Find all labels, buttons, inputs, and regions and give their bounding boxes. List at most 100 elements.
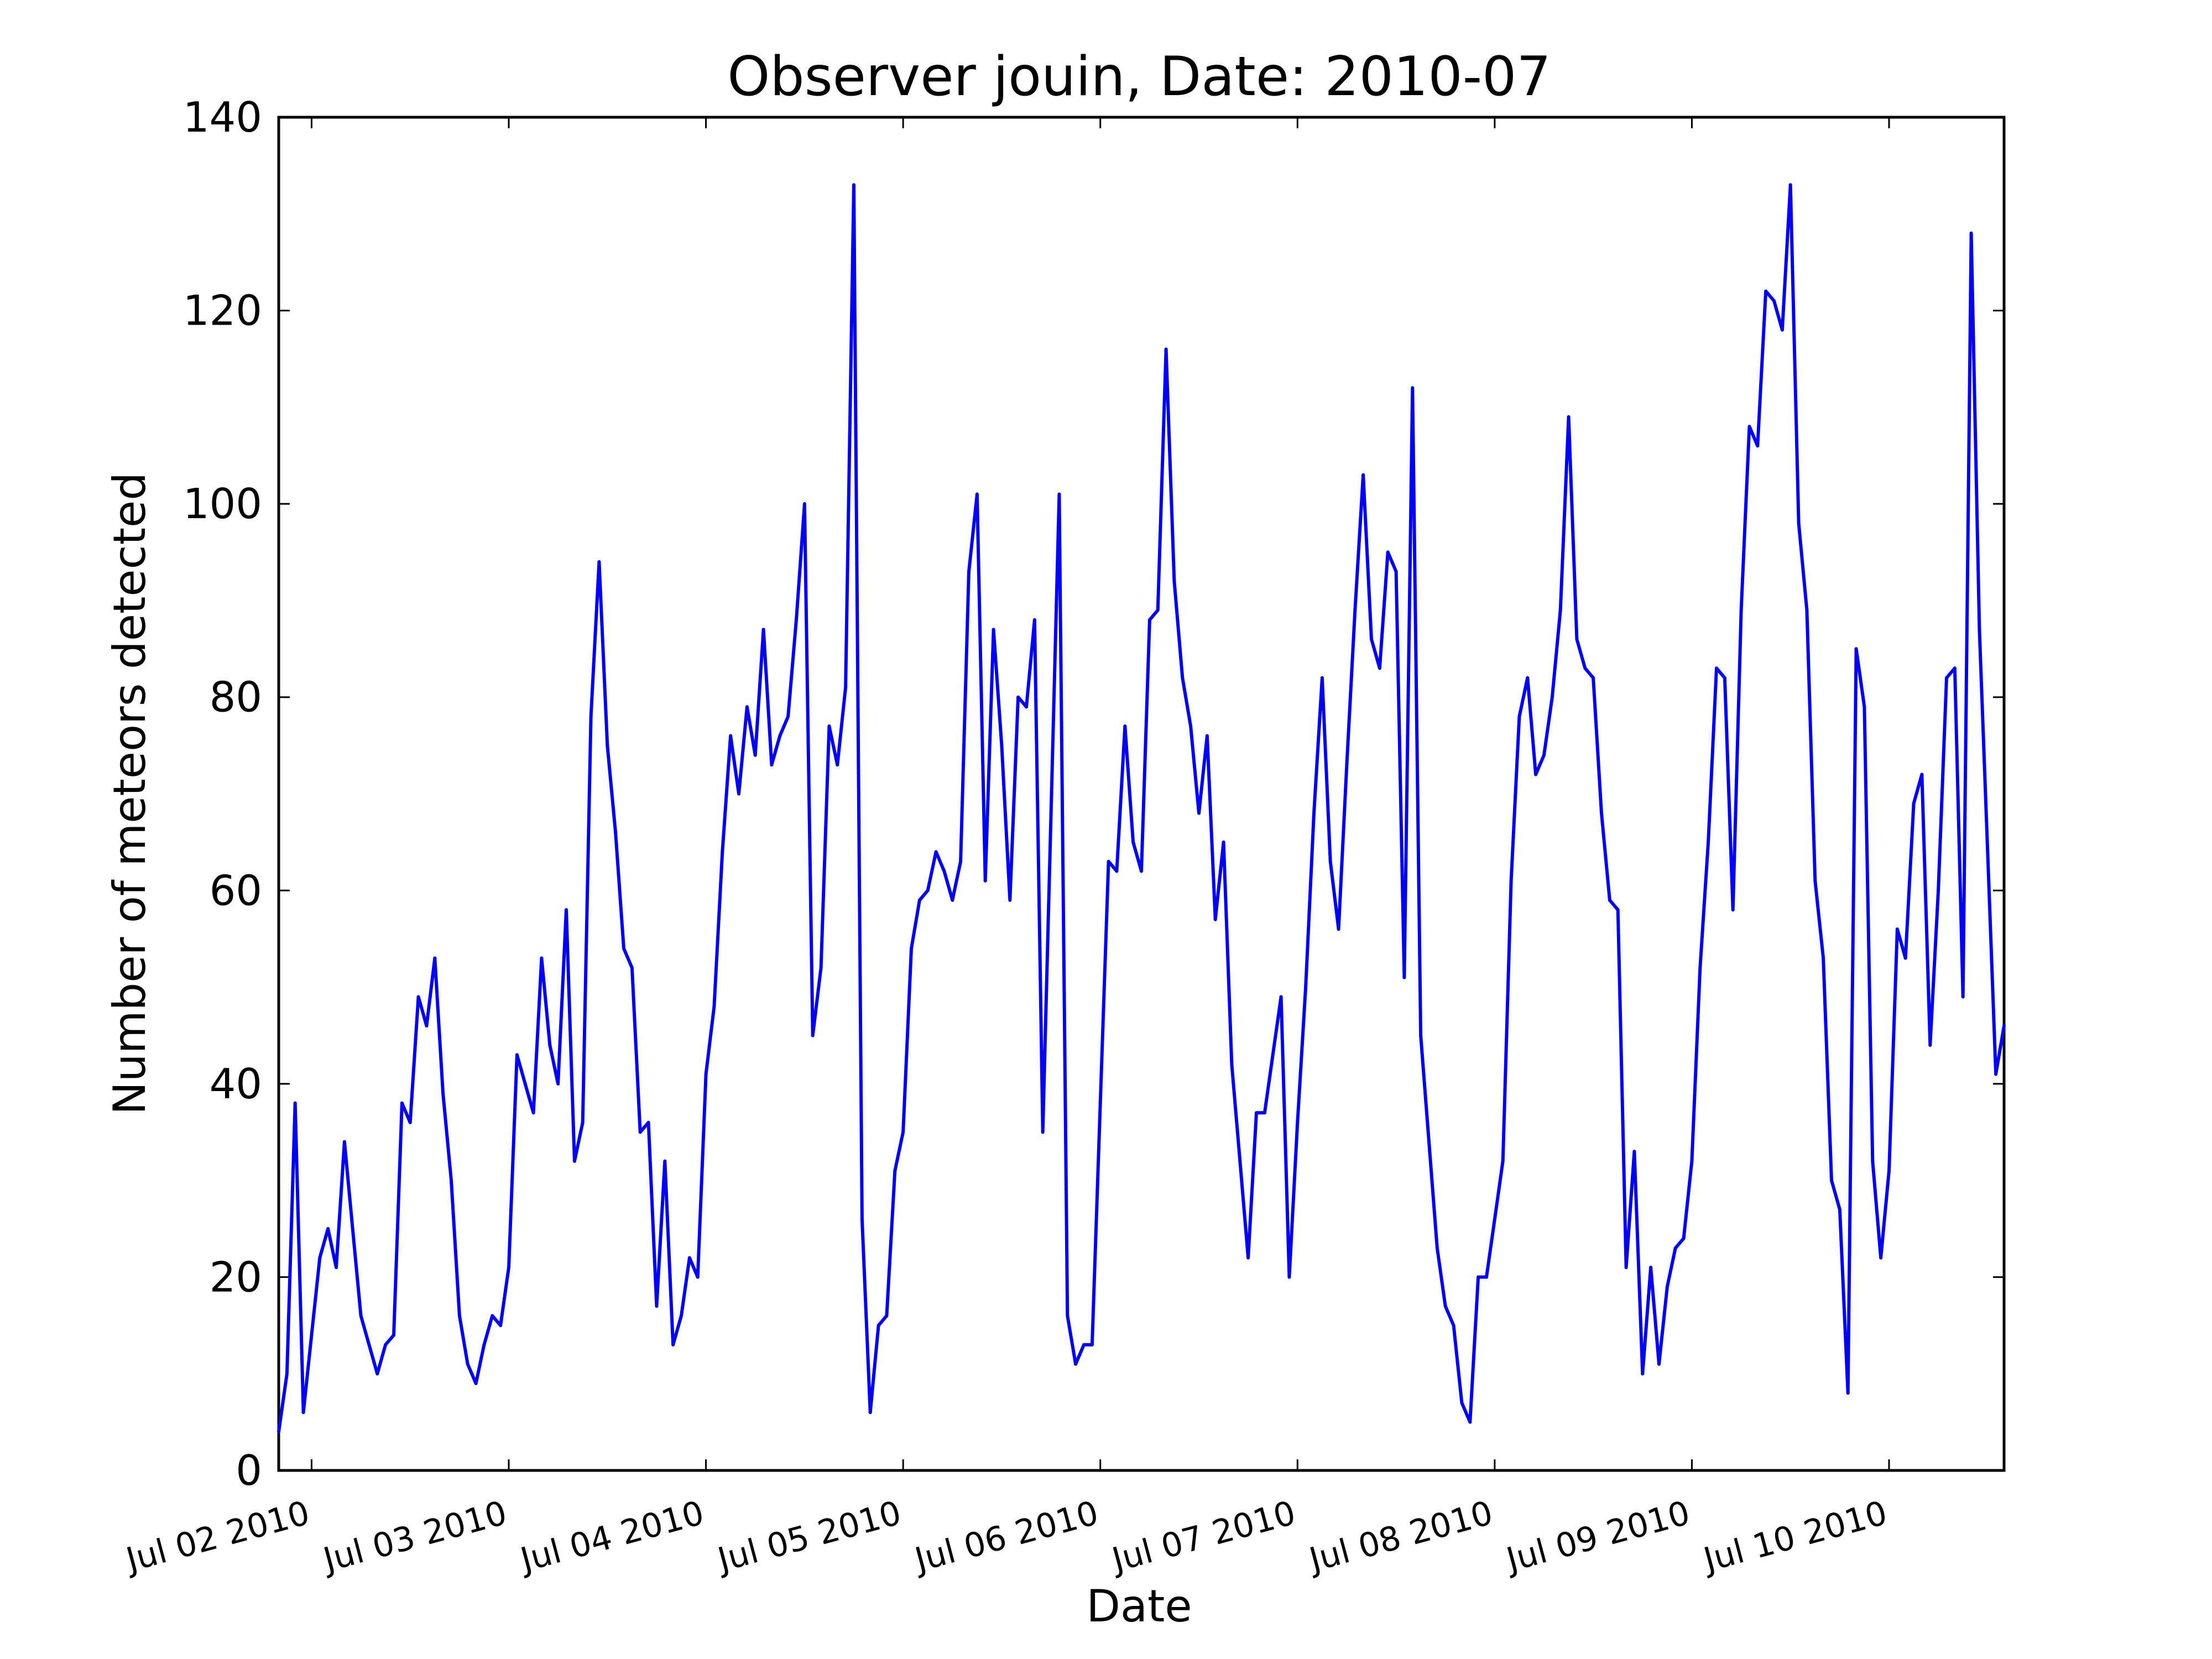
data-point [1854,647,1858,651]
data-point [1427,1140,1431,1144]
data-point [1361,473,1365,477]
data-point [967,570,971,573]
data-point [819,966,823,970]
data-point [1673,1246,1677,1250]
data-point [450,1178,453,1182]
data-point [1863,705,1866,709]
data-point [1846,1391,1850,1395]
x-tick-label: Jul 10 2010 [1698,1494,1891,1580]
data-point [1698,966,1702,970]
data-point [367,1343,371,1347]
data-point [1838,1208,1841,1212]
data-point [416,995,420,999]
data-point [1074,1362,1078,1366]
data-point [301,1411,305,1415]
data-point [1994,1072,1998,1076]
data-point [1353,608,1357,612]
data-point [556,1082,560,1086]
data-point [1665,1285,1669,1288]
data-point [802,502,806,506]
data-point [786,714,790,718]
data-point [1600,811,1603,815]
y-tick-label: 20 [210,1253,262,1301]
data-point [1090,1343,1094,1347]
data-point [1657,1362,1661,1366]
data-point [1025,705,1028,709]
data-point [1411,386,1415,390]
data-point [589,714,593,718]
data-point [1616,908,1620,912]
data-point [646,1120,650,1124]
data-point [548,1043,552,1047]
data-point [671,1343,675,1347]
data-point [622,947,625,951]
data-point [770,763,774,767]
data-point [1213,917,1217,921]
data-point [1172,579,1176,583]
data-point [384,1343,388,1347]
data-point [1107,859,1110,863]
x-tick-label: Jul 07 2010 [1106,1494,1300,1580]
data-point [1707,840,1710,844]
data-point [827,724,831,728]
data-point [951,898,954,902]
data-point [1255,1111,1258,1115]
data-point [1222,840,1225,844]
data-point [1592,676,1595,680]
data-point [375,1372,379,1376]
data-point [1641,1372,1645,1376]
y-tick-label: 140 [183,93,262,142]
data-point [523,1082,527,1086]
data-point [1517,714,1521,718]
data-point [1961,995,1965,999]
data-point [597,560,601,564]
data-point [1756,444,1760,448]
data-point [1632,1150,1636,1154]
data-point [285,1372,289,1376]
data-point [992,628,995,632]
data-point [901,1130,905,1134]
data-point [335,1265,338,1269]
data-point [1016,695,1020,699]
data-point [565,908,568,912]
data-point [680,1314,683,1318]
data-point [606,744,609,748]
data-point [515,1053,519,1057]
data-point [663,1159,667,1163]
data-point [1978,628,1981,632]
data-point [1230,1062,1234,1066]
data-point [1879,1256,1883,1260]
data-point [1262,1111,1266,1115]
data-point [1772,299,1776,303]
data-point [1526,676,1530,680]
data-point [1041,1130,1045,1134]
data-point [1057,492,1061,496]
data-point [392,1333,395,1337]
data-point [351,1227,354,1231]
data-point [910,947,913,951]
data-point [540,956,544,960]
data-point [1723,676,1726,680]
data-point [1567,415,1571,419]
y-tick-label: 80 [210,673,262,722]
data-point [1460,1401,1464,1405]
data-point [926,889,930,893]
data-point [1895,927,1899,931]
data-point [1887,1169,1891,1173]
data-point [457,1314,461,1318]
data-point [1164,347,1168,351]
data-point [1739,608,1743,612]
x-tick-label: Jul 08 2010 [1303,1494,1497,1580]
data-point [614,831,618,834]
x-tick-label: Jul 02 2010 [120,1494,314,1580]
series-layer [277,183,2006,1434]
data-point [1189,724,1193,728]
data-point [1140,869,1143,873]
data-point [1181,676,1185,680]
data-point [1624,1265,1628,1269]
data-point [1008,898,1012,902]
data-point [1797,521,1801,525]
data-point [277,1430,280,1434]
data-point [1443,1304,1447,1308]
data-point [1485,1275,1488,1279]
